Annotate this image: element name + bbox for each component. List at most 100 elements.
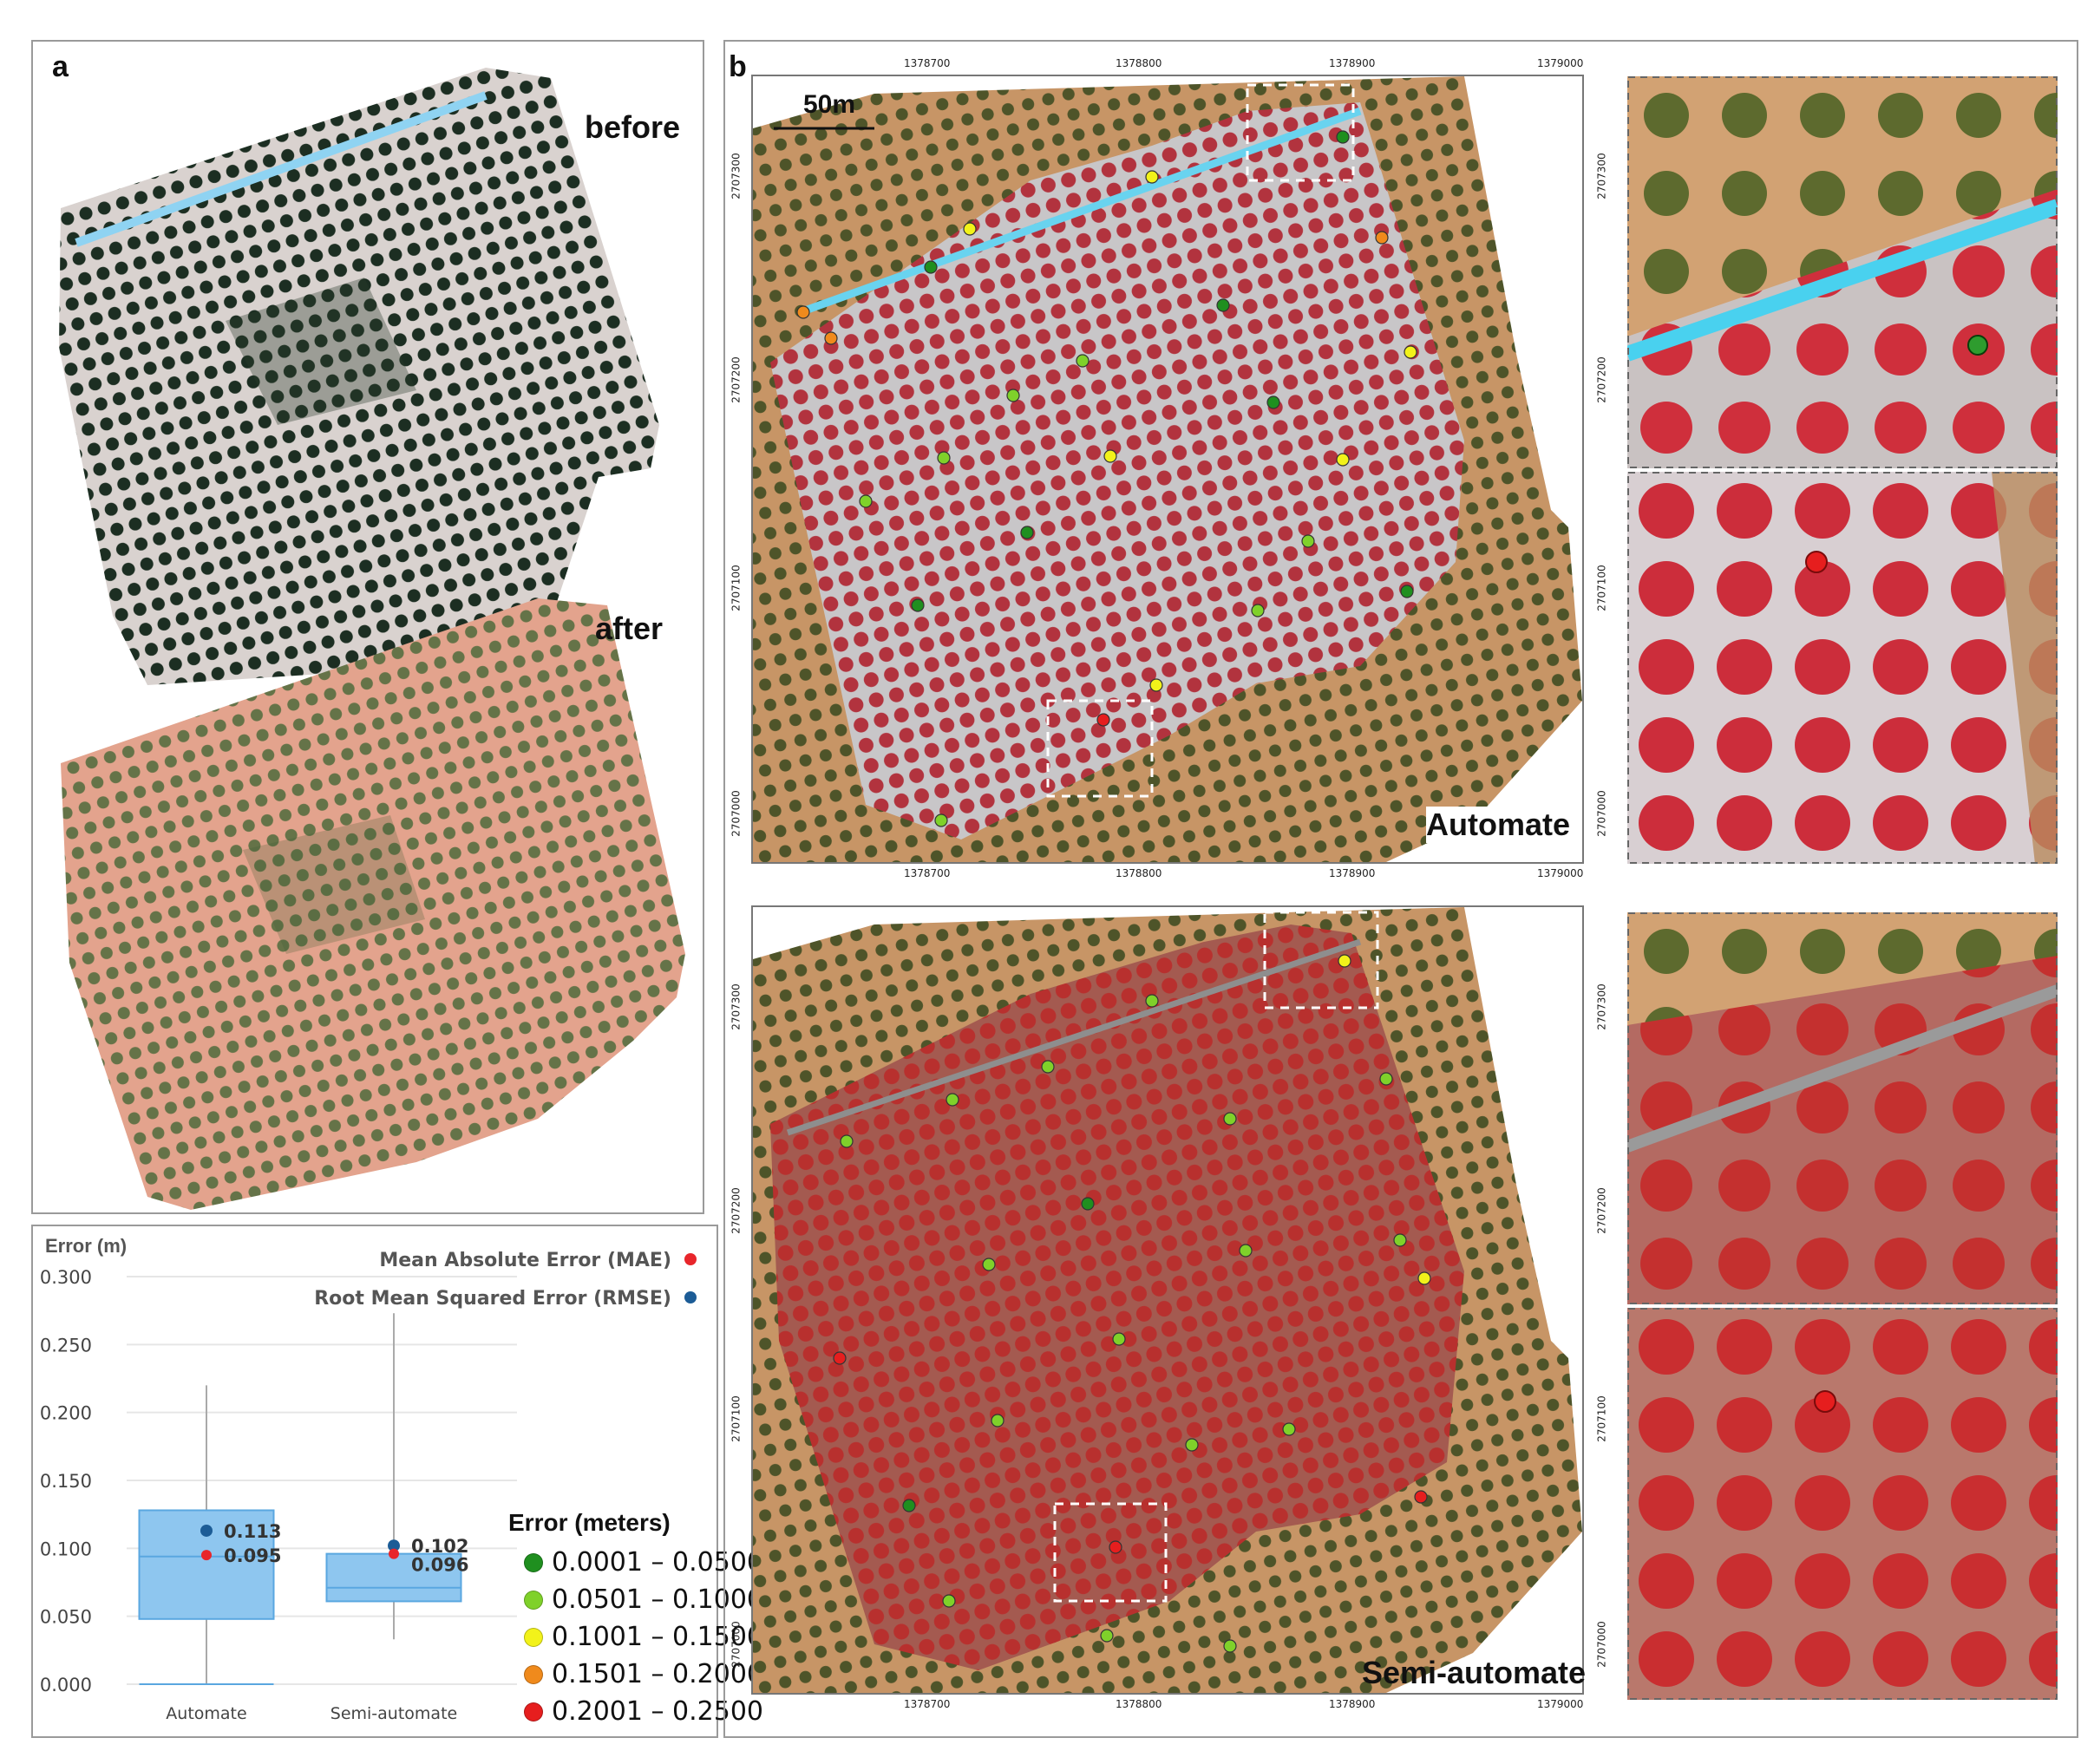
y-coordinate-tick: 2707000	[1595, 790, 1608, 837]
chart-legend-marker	[684, 1253, 697, 1265]
error-point	[1301, 534, 1315, 548]
error-point	[1185, 1438, 1199, 1452]
error-point	[1375, 231, 1389, 245]
box	[325, 1552, 462, 1603]
orthomosaic-after	[61, 598, 685, 1210]
error-legend-item: 0.1001 – 0.1500	[524, 1622, 763, 1652]
chart-ylabel: Error (m)	[45, 1235, 127, 1257]
error-point	[1149, 678, 1163, 692]
error-point	[1400, 585, 1414, 598]
chart-yticks: 0.000 0.050 0.100 0.150 0.200 0.250 0.300	[40, 1267, 92, 1695]
chart-legend-label: Root Mean Squared Error (RMSE)	[314, 1288, 671, 1310]
ytick-label: 0.200	[40, 1403, 92, 1424]
x-coordinate-tick: 1378700	[904, 867, 951, 879]
error-point	[1379, 1072, 1393, 1086]
y-coordinate-tick: 2707200	[1595, 356, 1608, 403]
panel-b-frame	[723, 40, 2078, 1738]
error-point	[1096, 713, 1110, 727]
error-point	[1145, 994, 1159, 1008]
x-coordinate-tick: 1378800	[1116, 1698, 1162, 1710]
y-coordinate-tick: 2707100	[730, 565, 743, 611]
x-coordinate-tick: 1378900	[1329, 867, 1376, 879]
x-coordinate-tick: 1379000	[1537, 57, 1584, 69]
x-coordinate-tick: 1378800	[1116, 867, 1162, 879]
error-point	[963, 222, 977, 236]
error-legend-label: 0.1501 – 0.2000	[552, 1659, 764, 1689]
error-point	[1282, 1422, 1296, 1436]
ytick-label: 0.250	[40, 1335, 92, 1356]
ytick-label: 0.050	[40, 1607, 92, 1628]
y-coordinate-tick: 2707300	[1595, 153, 1608, 199]
error-legend-dot	[524, 1552, 543, 1572]
inset-semi-top	[1627, 912, 2058, 1304]
y-coordinate-tick: 2707000	[730, 790, 743, 837]
x-coordinate-tick: 1378700	[904, 1698, 951, 1710]
error-point	[1216, 298, 1230, 312]
mae-point	[201, 1550, 212, 1561]
ytick-label: 0.150	[40, 1471, 92, 1492]
inset-semi-bottom	[1627, 1308, 2058, 1700]
panel-a-frame	[31, 40, 704, 1214]
x-coordinate-tick: 1379000	[1537, 867, 1584, 879]
map-automate-error-points	[796, 130, 1417, 827]
label-after: after	[595, 611, 664, 646]
panel-a-letter: a	[52, 50, 69, 83]
ytick-label: 0.100	[40, 1539, 92, 1559]
rmse-point	[388, 1539, 400, 1552]
error-point	[1393, 1233, 1407, 1247]
inset-automate-bottom	[1627, 472, 2058, 864]
error-point	[1404, 345, 1417, 359]
error-point	[1417, 1271, 1431, 1285]
error-point	[982, 1258, 996, 1271]
orthomosaic-before	[59, 68, 659, 685]
x-coordinate-tick: 1378700	[904, 57, 951, 69]
error-point	[942, 1594, 956, 1608]
error-point	[1006, 389, 1020, 402]
y-coordinate-tick: 2707100	[1595, 1395, 1608, 1442]
y-coordinate-tick: 2707300	[730, 983, 743, 1030]
error-point	[1081, 1197, 1095, 1211]
map-automate-label: Automate	[1426, 807, 1571, 843]
y-coordinate-tick: 2707200	[730, 1187, 743, 1234]
error-legend-title: Error (meters)	[508, 1509, 671, 1536]
error-point	[1100, 1629, 1114, 1643]
error-point	[833, 1351, 847, 1365]
error-point	[911, 598, 925, 612]
y-coordinate-tick: 2707200	[730, 356, 743, 403]
error-legend-dot	[524, 1702, 543, 1722]
error-legend-label: 0.1001 – 0.1500	[552, 1622, 764, 1652]
error-point	[1112, 1332, 1126, 1346]
error-legend-dot	[524, 1627, 543, 1647]
error-point	[1223, 1112, 1237, 1126]
panel-b-letter: b	[729, 50, 747, 83]
error-legend-label: 0.0501 – 0.1000	[552, 1584, 764, 1615]
error-point	[1076, 354, 1090, 368]
error-legend-dot	[524, 1664, 543, 1684]
rmse-label: 0.113	[224, 1521, 281, 1542]
error-point	[840, 1134, 854, 1148]
mae-label: 0.095	[224, 1545, 281, 1566]
error-point	[1145, 170, 1159, 184]
y-coordinate-tick: 2707100	[730, 1395, 743, 1442]
x-coordinate-tick: 1378800	[1116, 57, 1162, 69]
scale-bar-label: 50m	[803, 90, 856, 119]
xtick-label: Automate	[166, 1704, 246, 1723]
box-chart: Error (m) 0.000 0.050 0.100 0.150 0.200 0.250…	[40, 1235, 697, 1723]
error-point	[1414, 1490, 1428, 1504]
map-automate	[753, 76, 1582, 862]
y-coordinate-tick: 2707200	[1595, 1187, 1608, 1234]
error-point	[859, 494, 873, 508]
y-coordinate-tick: 2707100	[1595, 565, 1608, 611]
xtick-label: Semi-automate	[330, 1704, 457, 1723]
chart-legend-marker	[684, 1291, 697, 1303]
error-point	[934, 813, 948, 827]
rmse-point	[200, 1524, 213, 1537]
y-coordinate-tick: 2707300	[730, 153, 743, 199]
error-legend-item: 0.0501 – 0.1000	[524, 1584, 763, 1615]
map-semi-automate	[753, 907, 1582, 1693]
error-point	[1041, 1060, 1055, 1074]
error-point	[1103, 449, 1117, 463]
error-legend-label: 0.2001 – 0.2500	[552, 1696, 764, 1727]
error-legend-label: 0.0001 – 0.0500	[552, 1547, 764, 1578]
